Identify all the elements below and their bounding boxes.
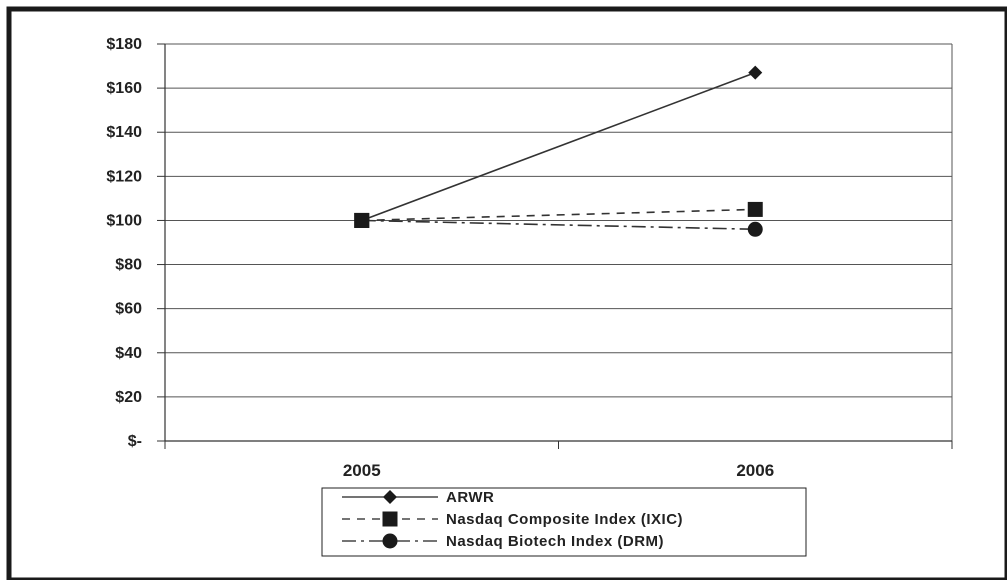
legend-label: Nasdaq Composite Index (IXIC): [446, 511, 683, 528]
data-point: [747, 221, 763, 237]
y-tick-label: $120: [106, 168, 142, 185]
series-line-2: [361, 219, 756, 231]
y-tick-label: $80: [115, 257, 142, 274]
y-tick-label: $60: [115, 301, 142, 318]
series-line-0: [361, 71, 756, 222]
legend-label: Nasdaq Biotech Index (DRM): [446, 533, 664, 550]
axes: $180 $160 $140 $120 $100 $80 $60 $40 $20 $- 2005 20…: [106, 36, 953, 480]
y-tick-label: $180: [106, 36, 142, 53]
chart-border: [6, 6, 1007, 580]
y-tick-label: $40: [115, 345, 142, 362]
legend-marker-circle: [382, 533, 398, 549]
y-tick-label: $100: [106, 212, 142, 229]
y-tick-label: $160: [106, 80, 142, 97]
series-line-1: [361, 208, 756, 222]
series: [354, 65, 763, 237]
y-tick-label: $20: [115, 389, 142, 406]
legend: ARWR Nasdaq Composite Index (IXIC) Nasdaq …: [321, 487, 807, 557]
data-point: [747, 201, 763, 217]
legend-box: [321, 487, 807, 557]
x-tick-label: 2005: [343, 461, 381, 480]
data-point: [748, 65, 763, 80]
legend-label: ARWR: [446, 489, 494, 506]
y-tick-label: $-: [128, 433, 142, 450]
x-tick-label: 2006: [736, 461, 774, 480]
legend-marker-square: [382, 511, 398, 527]
grid-lines: [165, 43, 953, 441]
y-tick-label: $140: [106, 124, 142, 141]
data-point: [354, 212, 370, 228]
legend-marker-diamond: [383, 490, 397, 504]
